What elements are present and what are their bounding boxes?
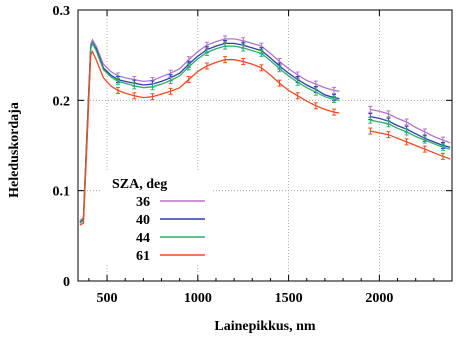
x-tick-label: 2000 bbox=[365, 291, 393, 306]
legend-background bbox=[100, 170, 212, 263]
y-tick-label: 0.3 bbox=[53, 4, 71, 19]
legend-label-36: 36 bbox=[136, 195, 150, 210]
series-44 bbox=[79, 41, 451, 224]
series-line-44 bbox=[79, 41, 340, 224]
plot-frame bbox=[77, 9, 453, 282]
legend-title: SZA, deg bbox=[112, 177, 167, 192]
series-line-44 bbox=[370, 119, 451, 150]
legend-label-61: 61 bbox=[136, 249, 150, 264]
legend-label-40: 40 bbox=[136, 213, 150, 228]
x-axis-label: Lainepikkus, nm bbox=[214, 319, 315, 334]
x-tick-label: 1500 bbox=[275, 291, 303, 306]
legend-label-44: 44 bbox=[136, 231, 150, 246]
legend-entries: 36 40 44 61 bbox=[136, 195, 205, 264]
series-line-36 bbox=[79, 38, 340, 222]
series-line-61 bbox=[79, 50, 340, 226]
x-tick-label: 1000 bbox=[184, 291, 212, 306]
series-61 bbox=[79, 50, 451, 226]
x-tick-label: 500 bbox=[97, 291, 118, 306]
series-lines bbox=[79, 35, 451, 226]
axis-ticks: 0 0.1 0.2 0.3 500 1000 1500 2000 bbox=[53, 4, 453, 306]
legend: SZA, deg 36 40 44 61 bbox=[100, 170, 212, 264]
y-tick-label: 0.2 bbox=[53, 94, 71, 109]
series-line-36 bbox=[370, 108, 451, 144]
y-tick-label: 0 bbox=[63, 275, 70, 290]
series-line-40 bbox=[370, 115, 451, 148]
y-axis-label: Heleduskordaja bbox=[7, 102, 22, 198]
series-line-61 bbox=[370, 130, 451, 160]
y-tick-label: 0.1 bbox=[53, 185, 71, 200]
